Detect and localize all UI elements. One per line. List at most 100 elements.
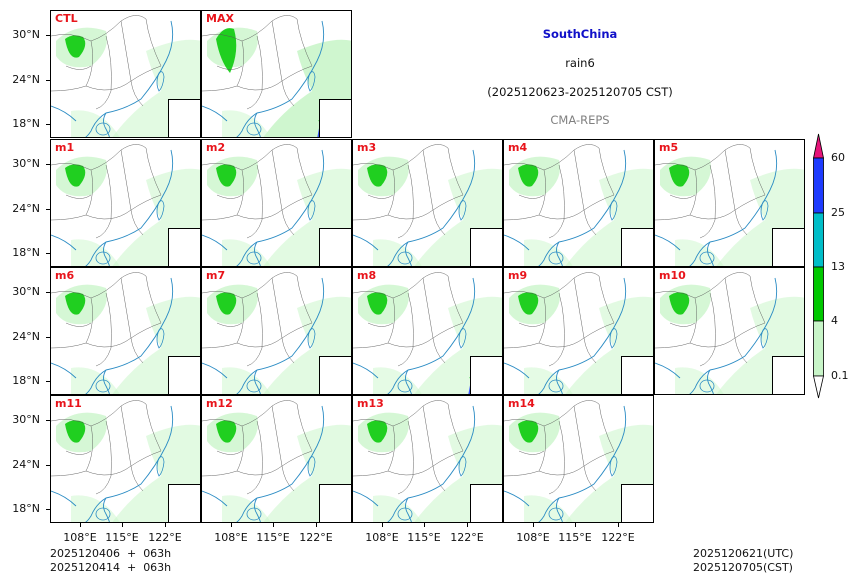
- x-tick-mark: [273, 523, 274, 527]
- valid-time-utc: 2025120621(UTC): [693, 547, 794, 560]
- south-china-sea-inset: [168, 484, 200, 522]
- map-panel-m2: m2: [201, 139, 352, 267]
- south-china-sea-inset: [621, 228, 653, 266]
- hainan-island: [246, 122, 262, 136]
- hainan-island: [548, 507, 564, 521]
- coastline: [202, 20, 325, 137]
- hainan-island: [548, 251, 564, 265]
- colorbar-tick-60: 60: [831, 151, 845, 164]
- title-region: SouthChina: [542, 27, 618, 41]
- y-tick-label: 30°N: [12, 28, 40, 41]
- province-borders: [353, 272, 464, 367]
- y-tick-label: 30°N: [12, 157, 40, 170]
- province-borders: [504, 144, 615, 239]
- panel-label: m4: [508, 141, 528, 154]
- hainan-island: [699, 251, 715, 265]
- x-tick-label: 108°E: [63, 531, 97, 544]
- hainan-island: [397, 251, 413, 265]
- y-tick-label: 18°N: [12, 502, 40, 515]
- taiwan-island: [156, 328, 165, 349]
- coastline: [51, 405, 174, 522]
- x-tick-mark: [575, 523, 576, 527]
- hainan-island: [95, 251, 111, 265]
- panel-label: m2: [206, 141, 226, 154]
- moderate-rain-area: [669, 292, 690, 315]
- hainan-island: [246, 507, 262, 521]
- map-panel-m7: m7: [201, 267, 352, 395]
- panel-label: m12: [206, 397, 233, 410]
- taiwan-island: [609, 200, 618, 221]
- map-panel-m14: m14: [503, 395, 654, 523]
- map-panel-m12: m12: [201, 395, 352, 523]
- x-tick-mark: [618, 523, 619, 527]
- x-tick-mark: [231, 523, 232, 527]
- y-tick-label: 24°N: [12, 73, 40, 86]
- x-tick-mark: [316, 523, 317, 527]
- panel-label: m10: [659, 269, 686, 282]
- south-china-sea-inset: [319, 356, 351, 394]
- x-tick-label: 108°E: [365, 531, 399, 544]
- coastline: [353, 405, 476, 522]
- hainan-island: [95, 507, 111, 521]
- y-tick-mark: [46, 420, 50, 421]
- moderate-rain-area: [367, 292, 388, 315]
- panel-label: m13: [357, 397, 384, 410]
- y-tick-label: 24°N: [12, 202, 40, 215]
- y-tick-mark: [46, 381, 50, 382]
- province-borders: [202, 15, 313, 110]
- map-plot: [51, 400, 200, 522]
- moderate-rain-area: [65, 420, 86, 443]
- south-china-sea-inset: [470, 356, 502, 394]
- moderate-rain-area: [216, 420, 237, 443]
- colorbar-tick-4: 4: [831, 314, 838, 327]
- x-tick-mark: [122, 523, 123, 527]
- colorbar-graphic: [812, 133, 825, 399]
- south-china-sea-inset: [772, 356, 804, 394]
- y-tick-mark: [46, 509, 50, 510]
- moderate-rain-area: [216, 292, 237, 315]
- coastline: [353, 277, 476, 394]
- coastline: [51, 277, 174, 394]
- hainan-island: [246, 379, 262, 393]
- title-model: CMA-REPS: [550, 113, 610, 127]
- map-panel-m13: m13: [352, 395, 503, 523]
- x-tick-mark: [467, 523, 468, 527]
- x-tick-label: 122°E: [601, 531, 635, 544]
- panel-label: m6: [55, 269, 75, 282]
- province-borders: [353, 144, 464, 239]
- map-panel-m9: m9: [503, 267, 654, 395]
- south-china-sea-inset: [621, 356, 653, 394]
- x-tick-mark: [80, 523, 81, 527]
- x-tick-mark: [424, 523, 425, 527]
- x-tick-label: 108°E: [214, 531, 248, 544]
- province-borders: [51, 15, 162, 110]
- y-tick-mark: [46, 35, 50, 36]
- map-panel-max: MAX: [201, 10, 352, 138]
- south-china-sea-inset: [168, 99, 200, 137]
- x-tick-label: 115°E: [105, 531, 139, 544]
- x-tick-mark: [165, 523, 166, 527]
- coastline: [504, 149, 627, 266]
- colorbar-tick-13: 13: [831, 260, 845, 273]
- taiwan-island: [307, 200, 316, 221]
- panel-label: m3: [357, 141, 377, 154]
- map-panel-m11: m11: [50, 395, 201, 523]
- map-panel-m5: m5: [654, 139, 805, 267]
- moderate-rain-area: [216, 164, 237, 187]
- coastline: [51, 149, 174, 266]
- taiwan-island: [156, 200, 165, 221]
- y-tick-label: 18°N: [12, 374, 40, 387]
- colorbar-tick-25: 25: [831, 206, 845, 219]
- y-tick-label: 18°N: [12, 117, 40, 130]
- y-tick-label: 24°N: [12, 330, 40, 343]
- colorbar-tick-0.1: 0.1: [831, 369, 849, 382]
- y-tick-mark: [46, 209, 50, 210]
- colorbar: [812, 133, 825, 399]
- y-tick-mark: [46, 292, 50, 293]
- hainan-island: [397, 379, 413, 393]
- y-tick-mark: [46, 164, 50, 165]
- moderate-rain-area: [669, 164, 690, 187]
- map-panel-m10: m10: [654, 267, 805, 395]
- taiwan-island: [458, 200, 467, 221]
- province-borders: [51, 144, 162, 239]
